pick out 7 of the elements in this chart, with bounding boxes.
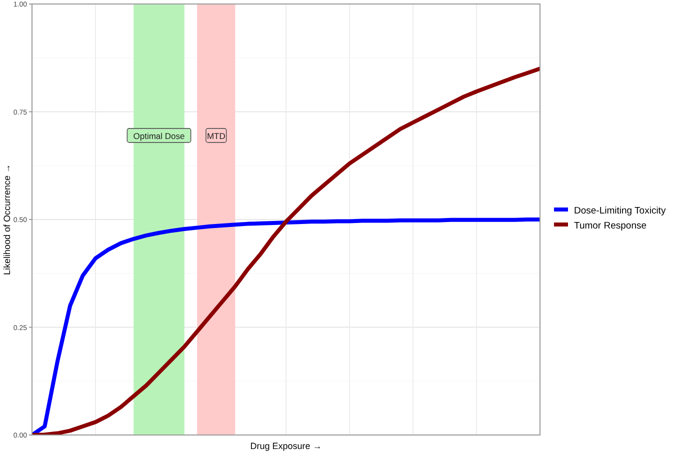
line-series bbox=[32, 66, 540, 435]
legend-label: Tumor Response bbox=[574, 220, 647, 232]
legend-label: Dose-Limiting Toxicity bbox=[574, 206, 666, 216]
y-axis-title: Likelihood of Occurrence → bbox=[2, 164, 12, 276]
line-series bbox=[32, 218, 540, 435]
x-axis-title: Drug Exposure → bbox=[250, 441, 322, 451]
annotation: Optimal Dose bbox=[133, 130, 186, 141]
